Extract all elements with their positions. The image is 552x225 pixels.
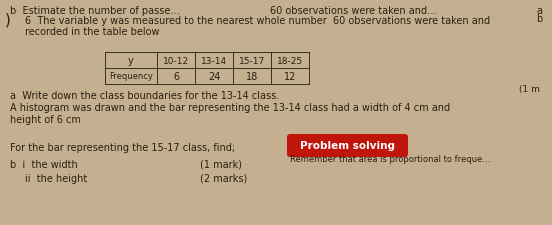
Text: (2 marks): (2 marks): [200, 173, 247, 183]
Text: 13-14: 13-14: [201, 56, 227, 65]
Text: (1 m: (1 m: [519, 85, 540, 94]
Text: 24: 24: [208, 72, 220, 82]
Text: 15-17: 15-17: [239, 56, 265, 65]
Text: 18: 18: [246, 72, 258, 82]
Text: b  Estimate the number of passe…: b Estimate the number of passe…: [10, 6, 180, 16]
Text: ): ): [5, 12, 11, 27]
Text: Frequency: Frequency: [109, 72, 153, 81]
Text: For the bar representing the 15-17 class, find;: For the bar representing the 15-17 class…: [10, 142, 235, 152]
Text: 60 observations were taken and…: 60 observations were taken and…: [270, 6, 437, 16]
Text: a: a: [536, 6, 542, 16]
Text: a  Write down the class boundaries for the 13-14 class.: a Write down the class boundaries for th…: [10, 91, 279, 101]
Text: recorded in the table below: recorded in the table below: [25, 27, 160, 37]
Text: b  i  the width: b i the width: [10, 159, 78, 169]
Text: Problem solving: Problem solving: [300, 141, 395, 151]
Text: 18-25: 18-25: [277, 56, 303, 65]
Text: 10-12: 10-12: [163, 56, 189, 65]
Text: height of 6 cm: height of 6 cm: [10, 115, 81, 124]
Text: A histogram was drawn and the bar representing the 13-14 class had a width of 4 : A histogram was drawn and the bar repres…: [10, 103, 450, 112]
Text: y: y: [128, 56, 134, 66]
FancyBboxPatch shape: [287, 134, 408, 157]
Text: ii  the height: ii the height: [25, 173, 87, 183]
Text: 12: 12: [284, 72, 296, 82]
Text: Remember that area is proportional to freque…: Remember that area is proportional to fr…: [290, 154, 491, 163]
Text: b: b: [536, 14, 542, 24]
Text: 6: 6: [173, 72, 179, 82]
Text: 6  The variable y was measured to the nearest whole number  60 observations were: 6 The variable y was measured to the nea…: [25, 16, 490, 26]
Text: (1 mark): (1 mark): [200, 159, 242, 169]
